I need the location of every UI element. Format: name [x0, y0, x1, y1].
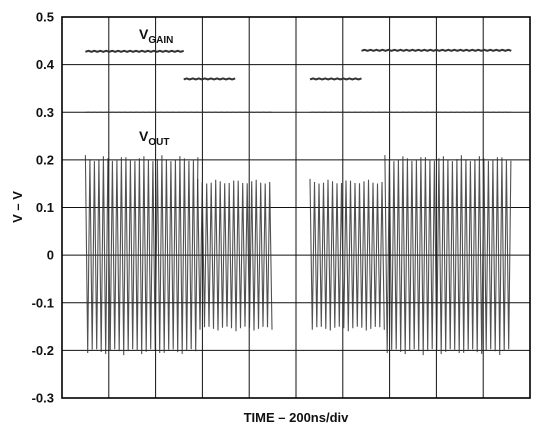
vout-trace [309, 178, 385, 332]
y-tick-label: 0.2 [36, 152, 54, 167]
vout-trace [384, 155, 512, 356]
vgain-trace [309, 77, 362, 81]
y-tick-label: -0.1 [32, 295, 54, 310]
y-tick-label: 0.3 [36, 105, 54, 120]
y-tick-labels: 0.5 0.4 0.3 0.2 0.1 0 -0.1 -0.2 -0.3 [32, 10, 55, 406]
vgain-trace [183, 77, 236, 81]
y-tick-label: 0.4 [36, 57, 55, 72]
y-tick-label: 0.1 [36, 200, 54, 215]
plot-frame [61, 16, 531, 399]
vout-trace [84, 155, 199, 356]
vout-trace [197, 178, 273, 332]
vgain-trace [85, 49, 185, 53]
y-tick-label: 0.5 [36, 10, 54, 25]
vout-label-sub: OUT [148, 137, 169, 148]
y-tick-label: 0 [47, 248, 54, 263]
y-tick-label: -0.2 [32, 343, 54, 358]
vout-label-main: V [139, 128, 149, 144]
vgain-label-main: V [139, 26, 149, 42]
vgain-label: VGAIN [139, 26, 173, 46]
y-axis-title: V – V [10, 191, 25, 223]
y-tick-label: -0.3 [32, 391, 54, 406]
vgain-trace [361, 48, 512, 52]
chart-traces [84, 48, 512, 356]
vgain-label-sub: GAIN [148, 35, 173, 46]
x-axis-title: TIME – 200ns/div [244, 410, 350, 425]
vout-label: VOUT [139, 128, 169, 148]
